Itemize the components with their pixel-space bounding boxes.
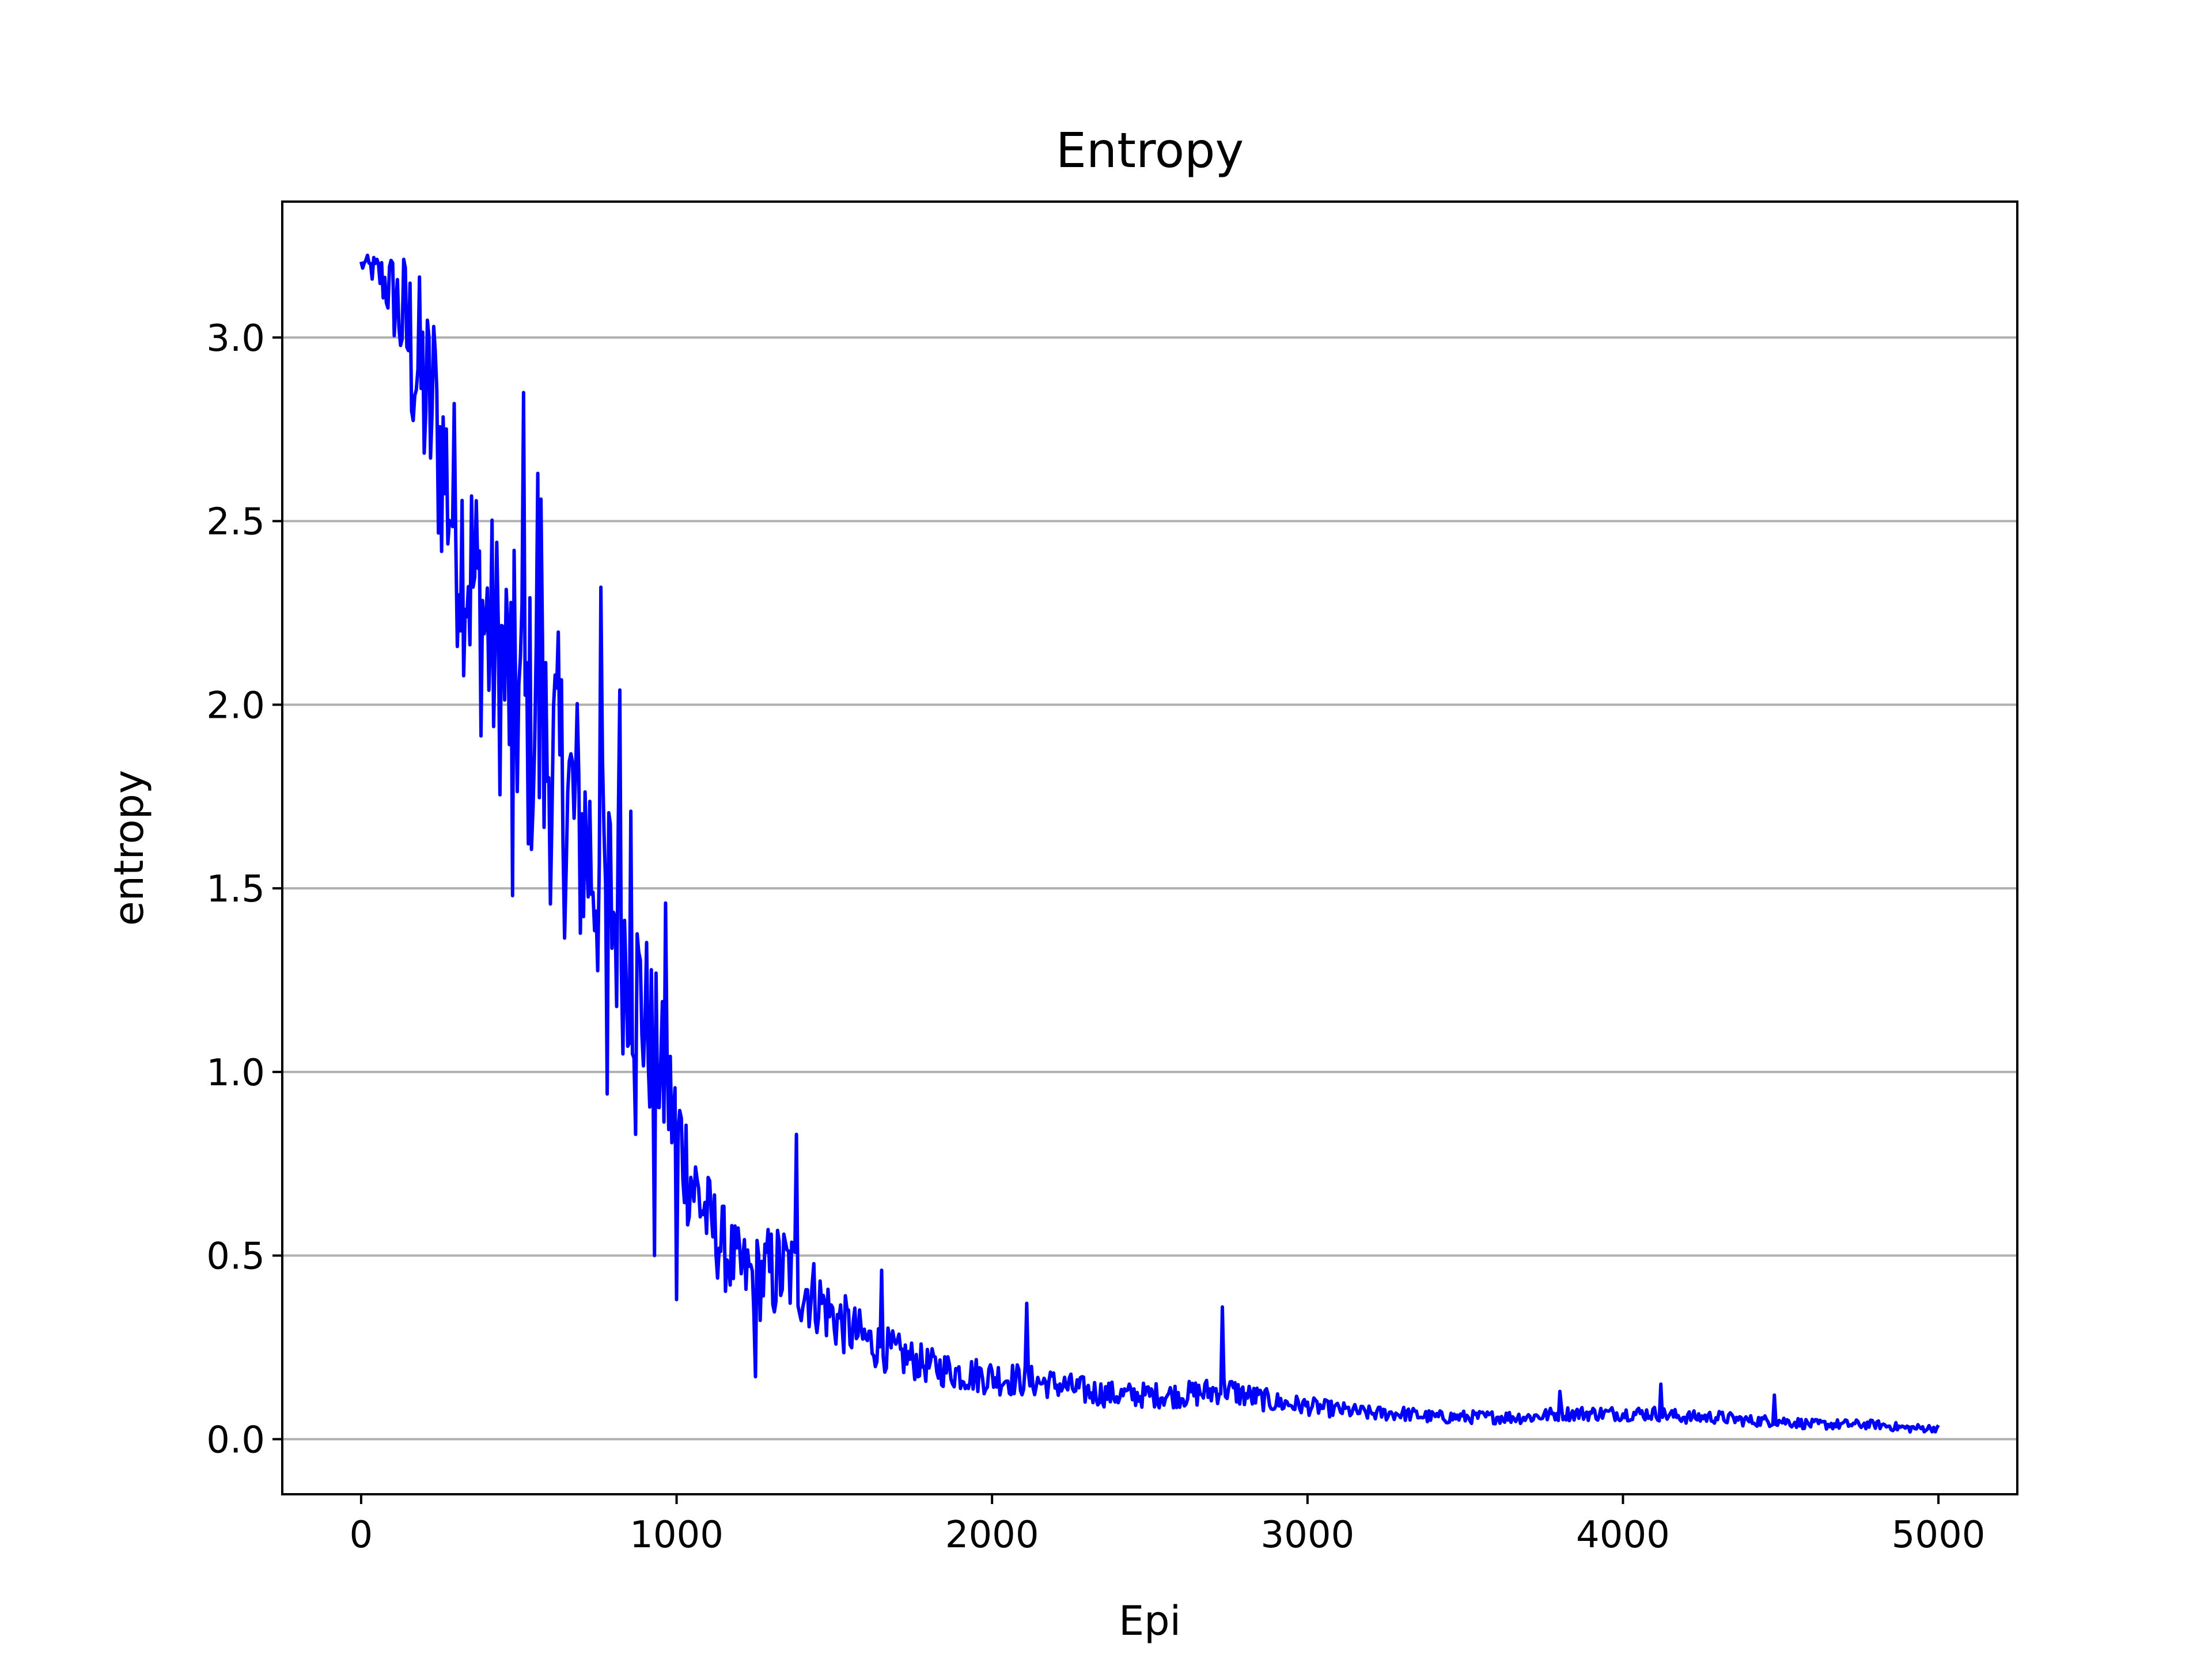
y-tick-label: 0.0 xyxy=(206,1419,265,1461)
plot-series xyxy=(359,253,1940,1434)
x-tick-label: 4000 xyxy=(1576,1514,1670,1556)
y-tick-label: 2.0 xyxy=(206,684,265,727)
x-tick-label: 3000 xyxy=(1260,1514,1354,1556)
grid-lines xyxy=(282,336,2017,1441)
y-tick-label: 1.0 xyxy=(206,1052,265,1094)
y-tick-label: 0.5 xyxy=(206,1236,265,1278)
x-axis-label: Epi xyxy=(1119,1597,1181,1645)
y-tick-label: 1.5 xyxy=(206,868,265,911)
x-tick-label: 5000 xyxy=(1892,1514,1986,1556)
plot-area-frame xyxy=(281,200,2018,1495)
entropy-series-line xyxy=(359,253,1940,1434)
chart-title: Entropy xyxy=(1056,122,1244,179)
y-tick-label: 3.0 xyxy=(206,317,265,360)
x-tick-label: 1000 xyxy=(630,1514,724,1556)
y-tick-label: 2.5 xyxy=(206,501,265,544)
axis-ticks: 0.0 0.5 1.0 1.5 2.0 2.5 3.0 0 1000 2000 3000 4000 50… xyxy=(206,317,1985,1556)
x-tick-label: 2000 xyxy=(945,1514,1039,1556)
y-axis-label: entropy xyxy=(105,770,153,926)
x-tick-label: 0 xyxy=(350,1514,373,1556)
